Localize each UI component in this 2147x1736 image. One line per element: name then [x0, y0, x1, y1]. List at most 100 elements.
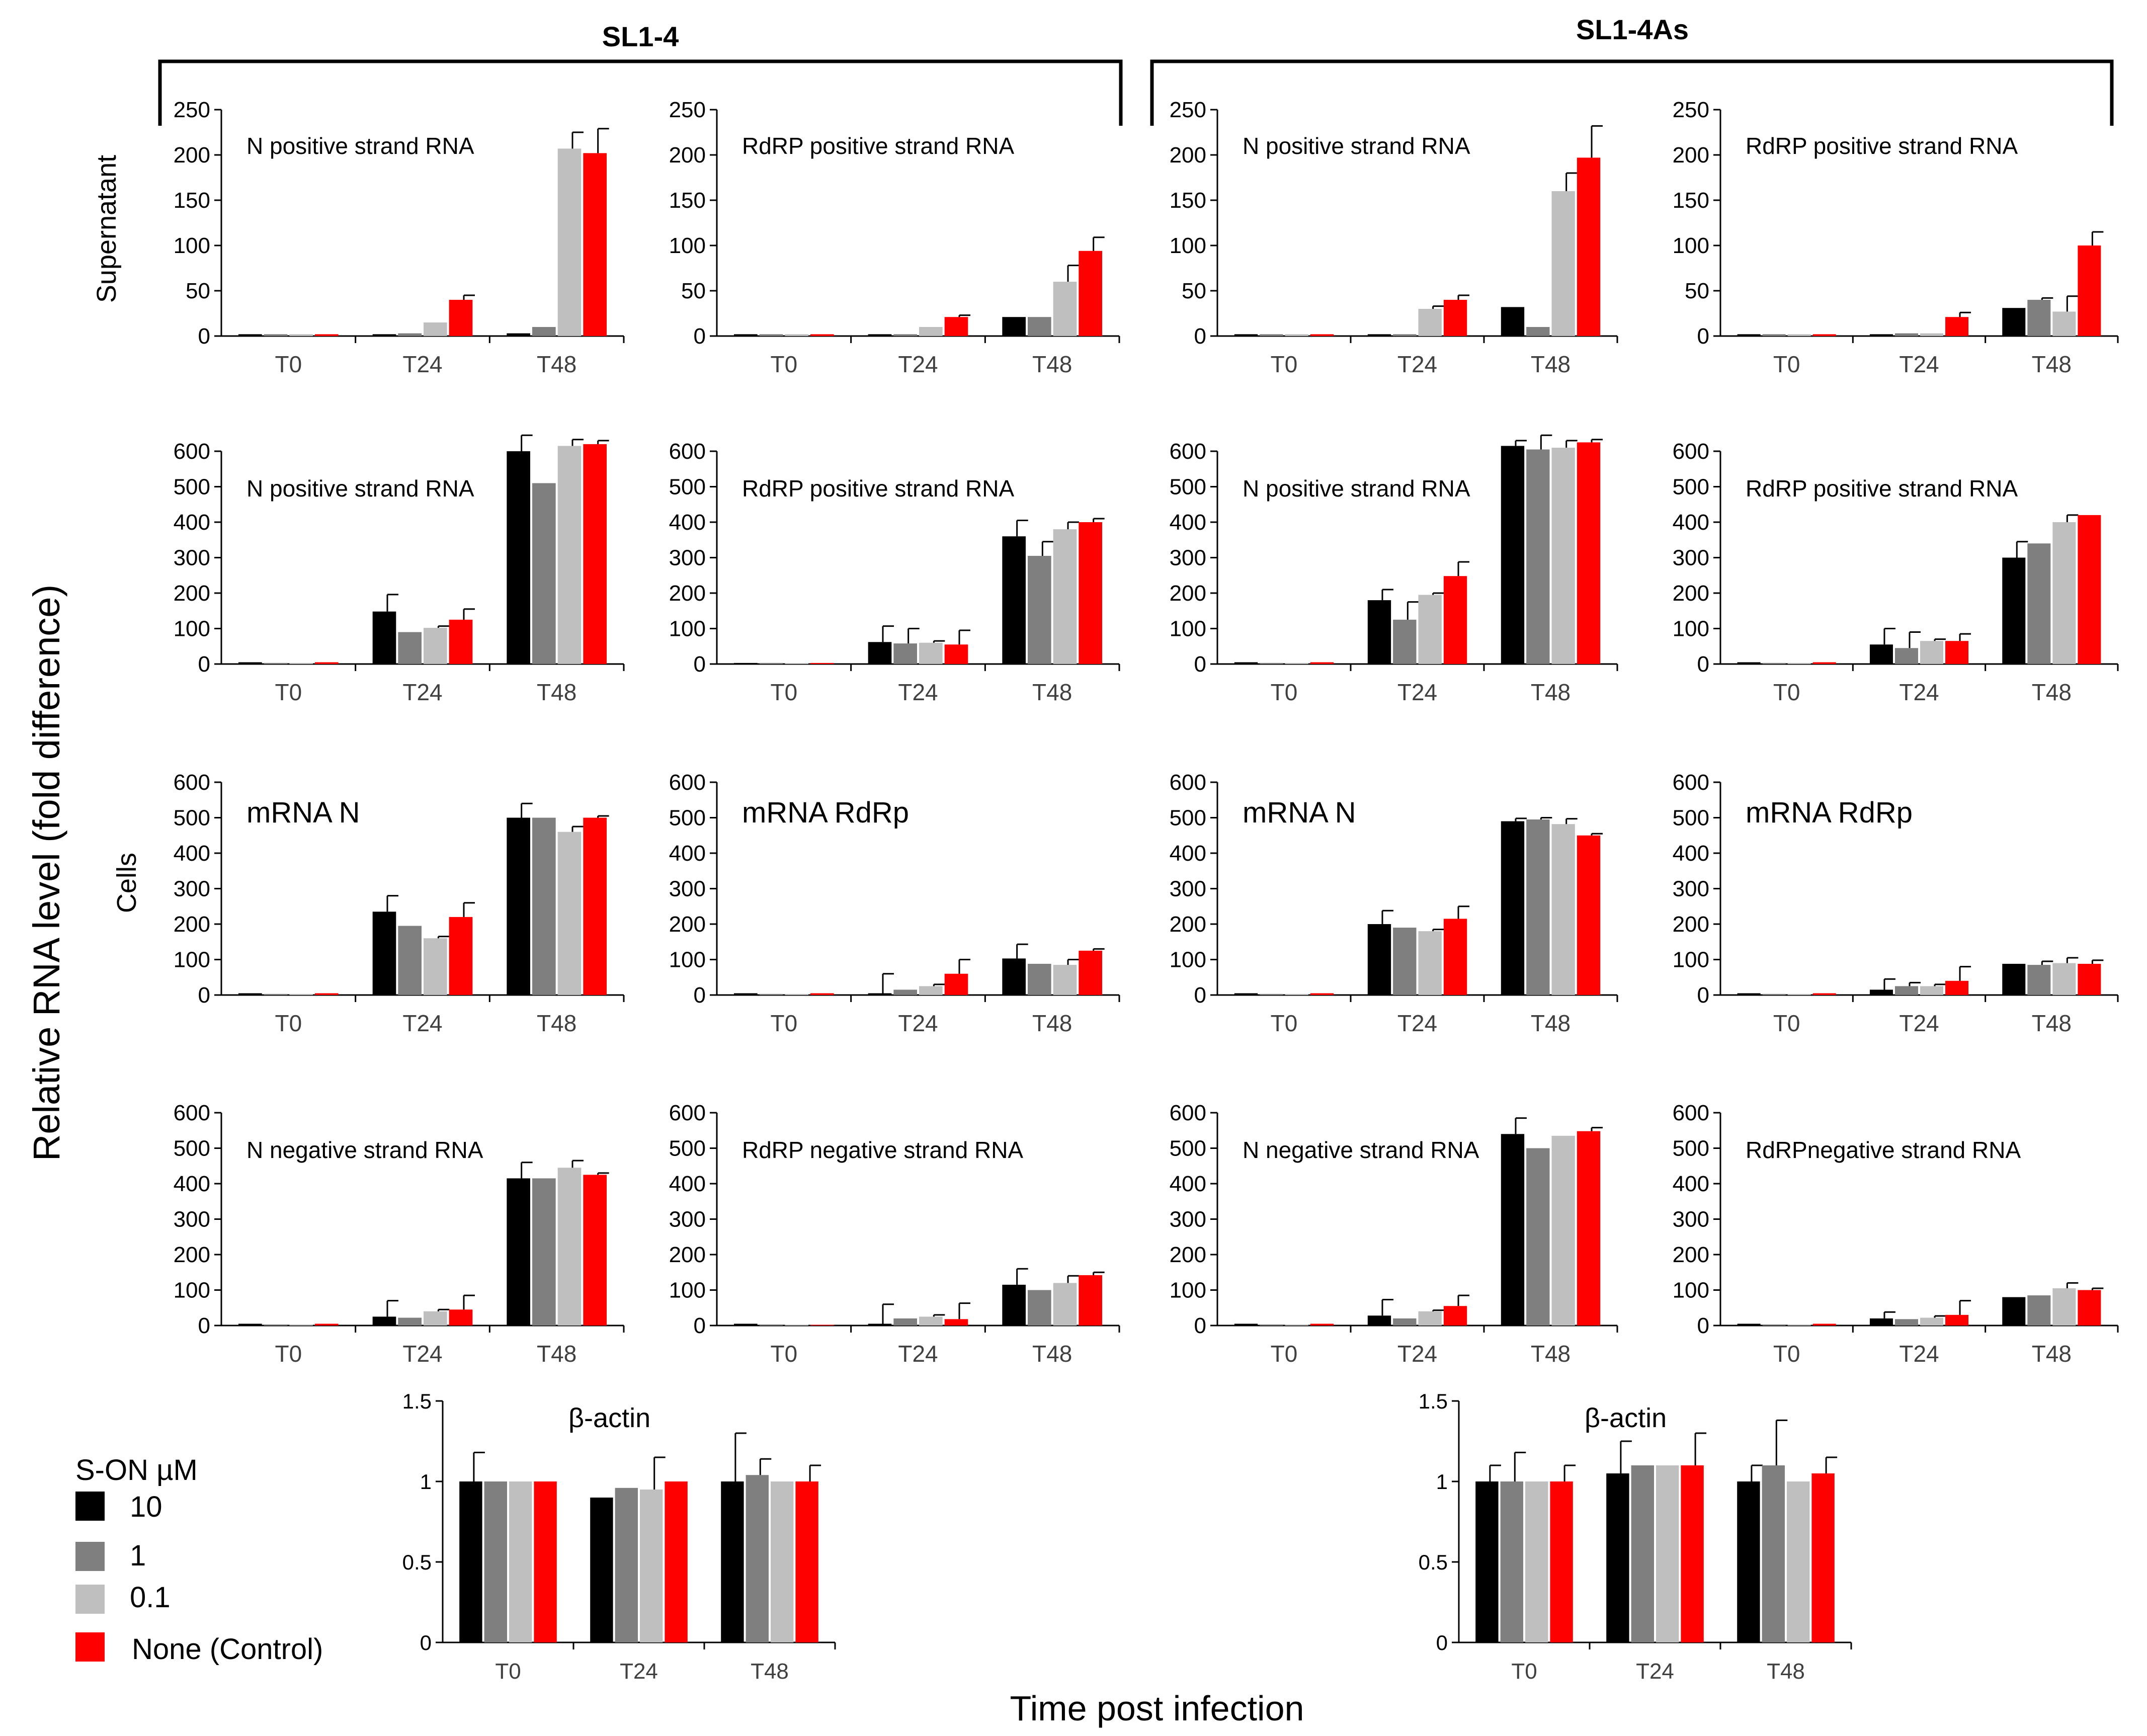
bar-t0-s2: [289, 1324, 313, 1326]
bar-t0-s3: [1310, 1324, 1334, 1326]
y-tick-label: 100: [174, 617, 210, 641]
bar-t24-s0: [868, 993, 892, 995]
bar-t24-s3: [1681, 1465, 1704, 1642]
bar-t48-s2: [1053, 1283, 1077, 1326]
group-title-sl1-4as: SL1-4As: [1576, 14, 1689, 45]
x-tick-label: T0: [1271, 1010, 1298, 1036]
bar-t0-s1: [1260, 663, 1283, 664]
y-tick-label: 0: [1194, 652, 1206, 677]
y-tick-label: 400: [669, 841, 706, 866]
legend-label-control: None (Control): [132, 1633, 323, 1666]
bar-t0-s1: [1260, 994, 1283, 995]
bar-t24-s3: [1443, 919, 1467, 995]
x-tick-label: T0: [495, 1659, 521, 1684]
bar-t24-s3: [1443, 300, 1467, 336]
row-label-supernatant: Supernatant: [92, 155, 122, 303]
bar-t48-s3: [2078, 1290, 2101, 1326]
y-tick-label: 200: [1170, 1243, 1206, 1267]
bar-t0-s1: [759, 334, 783, 336]
chart-title: N positive strand RNA: [1243, 475, 1470, 502]
chart-pos-sl14-n: 0 100 200 300 400 500 600 T0 T24 T48 N positive st…: [174, 434, 625, 705]
y-tick-label: 0: [198, 983, 210, 1008]
y-tick-label: 400: [1673, 1172, 1709, 1196]
bar-t0-s1: [759, 994, 783, 995]
y-tick-label: 600: [1673, 1101, 1709, 1125]
bar-t0-s0: [1234, 334, 1258, 336]
bar-t24-s1: [1894, 648, 1918, 664]
y-tick-label: 400: [174, 510, 210, 535]
bar-t24-s2: [1418, 1311, 1442, 1326]
bar-t48-s1: [532, 817, 556, 995]
y-tick-label: 500: [1170, 1136, 1206, 1161]
bar-t24-s3: [944, 644, 968, 664]
y-tick-label: 150: [1170, 188, 1206, 213]
bar-t0-s1: [484, 1481, 507, 1642]
y-tick-label: 0: [198, 324, 210, 349]
bar-t48-s0: [2002, 308, 2026, 336]
bar-t0-s0: [1737, 334, 1761, 336]
y-tick-label: 400: [669, 1172, 706, 1196]
bar-t48-s3: [2078, 963, 2101, 995]
y-tick-label: 0: [1194, 324, 1206, 349]
y-tick-label: 600: [669, 770, 706, 795]
bar-t24-s1: [1631, 1465, 1654, 1642]
y-tick-label: 600: [1673, 770, 1709, 795]
bar-t24-s2: [1920, 333, 1944, 336]
bar-t48-s0: [1501, 1134, 1525, 1326]
bar-t0-s3: [315, 1324, 339, 1326]
y-tick-label: 200: [669, 912, 706, 937]
bar-t24-s0: [868, 334, 892, 336]
y-tick-label: 600: [1170, 770, 1206, 795]
bar-t24-s3: [1945, 1314, 1969, 1326]
bar-t48-s0: [507, 817, 530, 995]
y-tick-label: 300: [669, 1207, 706, 1232]
y-tick-label: 400: [174, 841, 210, 866]
bar-t48-s0: [507, 333, 530, 336]
bar-t48-s3: [1079, 251, 1102, 336]
bar-t0-s0: [734, 993, 758, 995]
bar-t24-s1: [398, 1317, 422, 1326]
x-tick-label: T48: [1531, 679, 1571, 705]
bar-t0-s0: [734, 663, 758, 664]
row-label-cells: Cells: [112, 853, 142, 913]
bar-t48-s3: [583, 1175, 607, 1326]
bar-t24-s0: [372, 1316, 396, 1326]
y-tick-label: 0: [1194, 1313, 1206, 1338]
bar-t24-s0: [1367, 924, 1391, 995]
bar-t48-s1: [532, 327, 556, 336]
y-tick-label: 0: [1697, 652, 1709, 677]
y-tick-label: 600: [669, 439, 706, 464]
bar-t48-s2: [557, 148, 582, 336]
x-tick-label: T48: [2032, 1010, 2072, 1036]
y-tick-label: 250: [1170, 98, 1206, 122]
y-tick-label: 0.5: [1419, 1550, 1448, 1574]
y-tick-label: 1.5: [1419, 1389, 1448, 1413]
bar-t0-s2: [1787, 994, 1811, 995]
x-tick-label: T24: [898, 679, 938, 705]
bar-t0-s1: [1762, 663, 1786, 664]
bar-t0-s0: [1737, 1324, 1761, 1326]
bar-t48-s0: [1002, 958, 1026, 995]
y-tick-label: 100: [669, 617, 706, 641]
bar-t0-s1: [759, 1324, 783, 1326]
bar-t24-s2: [424, 628, 447, 664]
x-tick-label: T48: [537, 351, 576, 377]
y-tick-label: 500: [174, 1136, 210, 1161]
chart-pos-sl14-rdrp: 0 100 200 300 400 500 600 T0 T24 T48 RdRP positive…: [669, 439, 1120, 705]
y-tick-label: 150: [1673, 188, 1709, 213]
chart-pos-sl14as-rdrp: 0 100 200 300 400 500 600 T0 T24 T48 RdRP positive…: [1673, 439, 2119, 705]
bar-t24-s1: [1393, 1318, 1417, 1326]
y-tick-label: 100: [1170, 948, 1206, 972]
bar-t48-s2: [771, 1481, 794, 1642]
x-tick-label: T24: [1397, 679, 1437, 705]
y-tick-label: 500: [1170, 806, 1206, 831]
x-tick-label: T48: [2032, 351, 2072, 377]
y-tick-label: 100: [1673, 1278, 1709, 1303]
y-tick-label: 200: [1673, 143, 1709, 168]
y-tick-label: 100: [1170, 617, 1206, 641]
chart-mrna-sl14as-n: 0 100 200 300 400 500 600 T0 T24 T48 mRNA N: [1170, 770, 1618, 1036]
bar-t48-s1: [1526, 449, 1550, 664]
y-tick-label: 500: [1673, 475, 1709, 500]
y-tick-label: 100: [174, 948, 210, 972]
x-tick-label: T0: [770, 351, 797, 377]
